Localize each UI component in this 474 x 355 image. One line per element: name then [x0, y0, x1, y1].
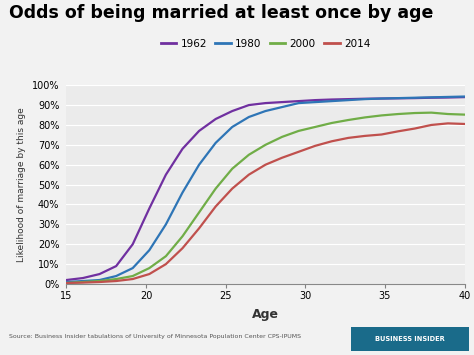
- Y-axis label: Likelihood of marriage by this age: Likelihood of marriage by this age: [18, 107, 27, 262]
- Text: Source: Business Insider tabulations of University of Minnesota Population Cente: Source: Business Insider tabulations of …: [9, 334, 301, 339]
- Text: Odds of being married at least once by age: Odds of being married at least once by a…: [9, 4, 434, 22]
- X-axis label: Age: Age: [252, 308, 279, 321]
- Legend: 1962, 1980, 2000, 2014: 1962, 1980, 2000, 2014: [156, 35, 374, 53]
- Text: BUSINESS INSIDER: BUSINESS INSIDER: [375, 336, 445, 342]
